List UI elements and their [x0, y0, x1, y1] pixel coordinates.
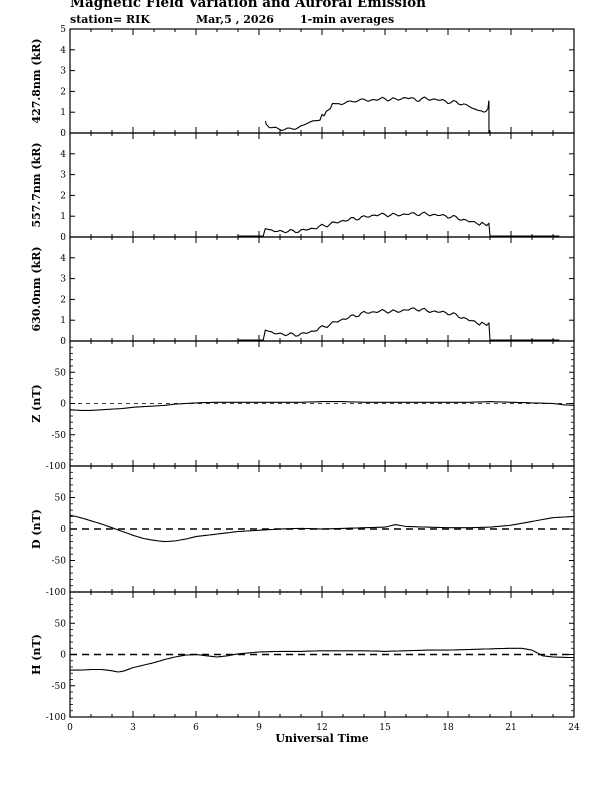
y-tick-label: -100 — [46, 713, 66, 723]
y-tick-label: 50 — [55, 494, 67, 504]
x-tick-label: 18 — [442, 723, 454, 733]
chart-title: Magnetic Field Variation and Auroral Emi… — [70, 0, 426, 11]
averaging-label: 1-min averages — [300, 13, 395, 26]
y-tick-label: 3 — [60, 171, 66, 181]
y-axis-label: 427.8nm (kR) — [30, 38, 43, 123]
panel-pZ: -100 -50 0 50 Z (nT) — [30, 340, 575, 472]
y-axis-label: 557.7nm (kR) — [30, 142, 43, 227]
y-tick-label: 3 — [60, 275, 66, 285]
x-tick-label: 3 — [130, 723, 136, 733]
y-tick-label: -50 — [52, 682, 67, 692]
y-axis-label: H (nT) — [30, 634, 43, 675]
y-tick-label: -50 — [52, 557, 67, 567]
x-tick-label: 21 — [505, 723, 516, 733]
series-line — [264, 96, 490, 131]
y-axis-label: D (nT) — [30, 509, 43, 549]
x-tick-label: 0 — [67, 723, 73, 733]
y-tick-label: 0 — [60, 129, 66, 139]
series-line — [69, 401, 575, 411]
panel-p630: 0 1 2 3 4 630.0nm (kR) — [30, 236, 575, 347]
y-tick-label: 0 — [60, 337, 66, 347]
series-line — [238, 211, 560, 237]
panel-frame — [69, 28, 575, 134]
x-tick-label: 6 — [193, 723, 199, 733]
y-tick-label: 50 — [55, 619, 67, 629]
x-tick-label: 12 — [316, 723, 327, 733]
y-tick-label: 0 — [60, 525, 66, 535]
y-tick-label: -100 — [46, 462, 66, 472]
x-tick-label: 9 — [256, 723, 262, 733]
y-axis-label: 630.0nm (kR) — [30, 246, 43, 331]
series-line — [70, 647, 575, 673]
y-tick-label: -100 — [46, 588, 66, 598]
y-axis-label: Z (nT) — [30, 384, 43, 422]
panel-pH: -100 -50 0 50 H (nT) — [30, 591, 575, 723]
y-tick-label: 2 — [60, 87, 66, 97]
y-tick-label: 2 — [60, 191, 66, 201]
y-tick-label: 0 — [60, 651, 66, 661]
y-tick-label: 0 — [60, 400, 66, 410]
y-tick-label: 5 — [60, 25, 66, 35]
panel-frame — [69, 132, 575, 238]
y-tick-label: -50 — [52, 431, 67, 441]
series-line — [69, 514, 575, 543]
y-tick-label: 4 — [60, 46, 66, 56]
y-tick-label: 1 — [60, 212, 66, 222]
y-tick-label: 1 — [60, 316, 66, 326]
y-tick-label: 50 — [55, 368, 67, 378]
y-tick-label: 1 — [60, 108, 66, 118]
x-axis-label: Universal Time — [275, 732, 368, 745]
date-label: Mar,5 , 2026 — [196, 13, 274, 26]
x-tick-label: 15 — [379, 723, 391, 733]
station-label: station= RIK — [70, 13, 150, 26]
y-tick-label: 4 — [60, 254, 66, 264]
series-line — [238, 307, 560, 341]
panel-pD: -100 -50 0 50 D (nT) — [30, 465, 575, 598]
y-tick-label: 0 — [60, 233, 66, 243]
panel-p427: 0 1 2 3 4 5 427.8nm (kR) — [30, 25, 575, 139]
y-tick-label: 2 — [60, 295, 66, 305]
panel-p557: 0 1 2 3 4 557.7nm (kR) — [30, 132, 575, 243]
y-tick-label: 3 — [60, 67, 66, 77]
x-tick-label: 24 — [568, 723, 580, 733]
y-tick-label: 4 — [60, 150, 66, 160]
